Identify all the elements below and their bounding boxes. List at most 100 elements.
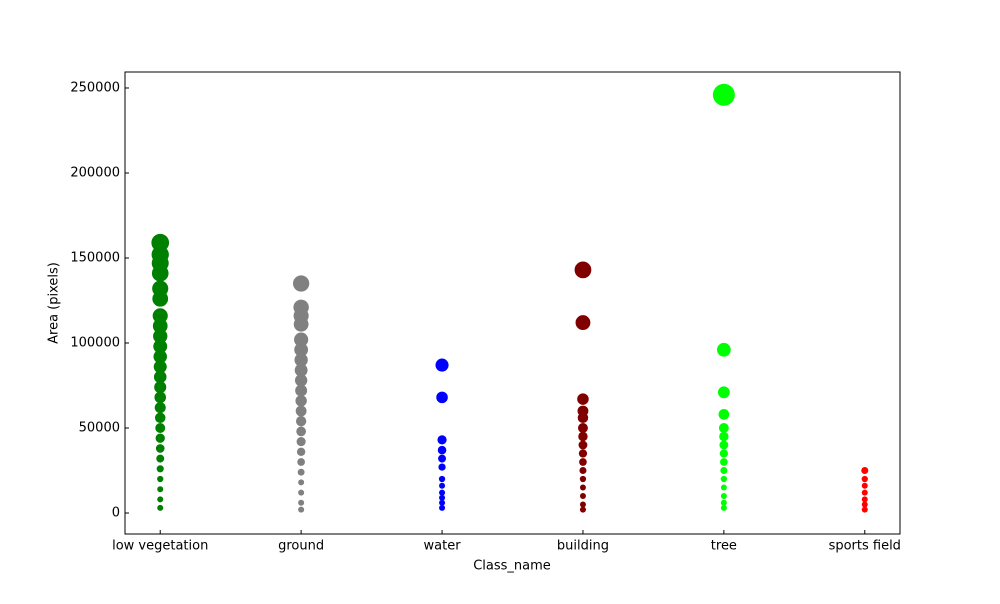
point xyxy=(296,447,306,457)
y-axis-label: Area (pixels) xyxy=(47,262,62,344)
point xyxy=(719,431,729,442)
point xyxy=(153,360,167,374)
point xyxy=(720,484,727,491)
point xyxy=(156,465,164,473)
point xyxy=(861,501,868,508)
point xyxy=(579,506,586,513)
point xyxy=(155,444,165,453)
point xyxy=(294,353,308,367)
point xyxy=(718,423,729,433)
x-tick-label: low vegetation xyxy=(112,539,208,554)
point xyxy=(719,449,729,458)
point xyxy=(437,435,447,445)
point xyxy=(297,458,305,466)
point xyxy=(294,332,309,347)
point xyxy=(155,433,165,443)
point xyxy=(153,370,167,384)
point xyxy=(436,391,448,404)
x-tick-label: ground xyxy=(278,539,324,554)
point xyxy=(439,489,446,496)
point xyxy=(152,308,168,324)
point xyxy=(296,437,306,447)
x-axis-label: Class_name xyxy=(473,559,551,574)
point xyxy=(574,261,592,279)
point xyxy=(439,504,446,511)
point xyxy=(154,391,167,404)
point xyxy=(720,504,727,511)
point xyxy=(294,363,308,377)
point xyxy=(579,493,586,500)
point xyxy=(717,386,730,399)
point xyxy=(152,290,169,307)
point xyxy=(861,482,868,489)
point xyxy=(578,431,588,442)
point xyxy=(575,315,591,331)
point xyxy=(720,499,727,506)
y-tick-label: 50000 xyxy=(79,420,120,435)
y-tick-label: 150000 xyxy=(70,250,120,265)
point xyxy=(577,393,589,405)
point xyxy=(294,374,308,387)
point xyxy=(157,486,164,493)
point xyxy=(294,342,309,357)
point xyxy=(861,466,869,475)
x-tick-label: sports field xyxy=(829,539,901,554)
point xyxy=(295,384,308,397)
point xyxy=(292,275,310,292)
point xyxy=(437,445,447,455)
point xyxy=(295,416,307,427)
point xyxy=(154,402,166,414)
point xyxy=(153,339,168,354)
point xyxy=(439,499,446,506)
point xyxy=(861,475,868,483)
point xyxy=(157,504,164,511)
point xyxy=(153,349,167,364)
y-tick-label: 250000 xyxy=(70,80,120,95)
point xyxy=(712,83,735,106)
x-tick-label: building xyxy=(557,539,609,554)
point xyxy=(157,475,164,483)
point xyxy=(578,449,588,458)
point xyxy=(579,501,586,508)
point xyxy=(155,423,166,433)
point xyxy=(438,454,447,463)
point xyxy=(439,494,446,501)
point xyxy=(151,264,169,282)
point xyxy=(720,493,727,500)
point xyxy=(152,318,168,334)
point xyxy=(293,316,309,332)
point xyxy=(151,233,170,252)
point xyxy=(154,381,167,394)
point xyxy=(719,440,729,450)
point xyxy=(716,342,731,357)
point xyxy=(577,412,589,424)
y-tick-label: 0 xyxy=(112,506,120,521)
point xyxy=(861,496,868,503)
point xyxy=(154,412,166,424)
point xyxy=(295,395,307,407)
point xyxy=(579,484,586,491)
point xyxy=(579,475,587,483)
point xyxy=(578,440,588,450)
point xyxy=(579,458,587,466)
point xyxy=(296,426,306,437)
point xyxy=(861,506,868,513)
point xyxy=(720,475,728,483)
point xyxy=(156,454,165,463)
point xyxy=(861,489,868,496)
x-tick-label: water xyxy=(424,539,462,554)
point xyxy=(718,409,730,420)
point xyxy=(439,482,446,489)
y-tick-label: 100000 xyxy=(70,335,120,350)
point xyxy=(298,489,305,496)
point xyxy=(153,329,168,344)
plot-frame xyxy=(124,71,901,535)
y-tick-label: 200000 xyxy=(70,165,120,180)
point xyxy=(438,463,446,471)
point xyxy=(297,468,305,476)
point xyxy=(579,466,587,475)
point xyxy=(298,499,305,506)
point xyxy=(438,475,446,483)
point xyxy=(295,405,307,417)
